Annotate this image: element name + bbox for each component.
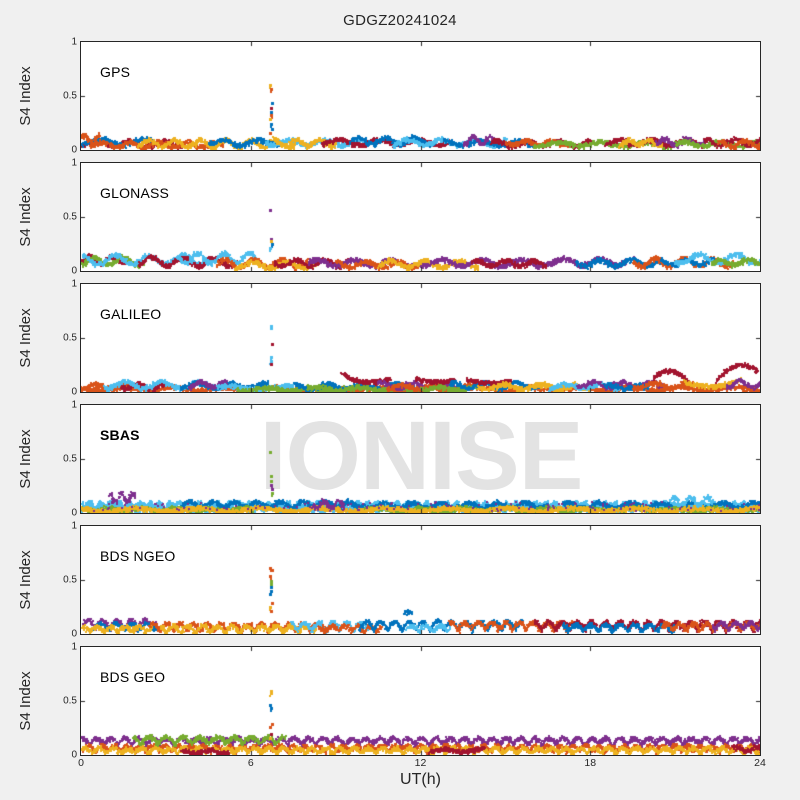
- y-tick-label-bds-ngeo-0: 0: [71, 628, 77, 640]
- y-axis-label-sbas: S4 Index: [17, 429, 34, 489]
- x-tick-label-6: 6: [247, 757, 254, 769]
- y-axis-label-bds-geo: S4 Index: [17, 671, 34, 731]
- scatter-plot-bds-ngeo: [80, 525, 761, 635]
- x-tick-label-18: 18: [584, 757, 597, 769]
- y-tick-label-galileo-0: 0: [71, 386, 77, 398]
- panel-label-galileo: GALILEO: [100, 306, 162, 322]
- panel-label-bds-ngeo: BDS NGEO: [100, 548, 176, 564]
- panel-label-sbas: SBAS: [100, 427, 140, 443]
- x-tick-label-12: 12: [414, 757, 427, 769]
- y-tick-label-glonass-1: 1: [71, 157, 77, 169]
- y-tick-label-bds-geo-0: 0: [71, 749, 77, 761]
- y-tick-label-bds-ngeo-1: 1: [71, 520, 77, 532]
- panel-label-bds-geo: BDS GEO: [100, 669, 166, 685]
- y-tick-label-sbas-0.5: 0.5: [63, 453, 77, 465]
- y-tick-label-gps-1: 1: [71, 36, 77, 48]
- y-tick-label-galileo-1: 1: [71, 278, 77, 290]
- scatter-plot-sbas: [80, 404, 761, 514]
- scatter-plot-bds-geo: [80, 646, 761, 756]
- x-tick-label-24: 24: [754, 757, 766, 769]
- y-axis-label-gps: S4 Index: [17, 66, 34, 126]
- scatter-plot-glonass: [80, 162, 761, 272]
- scatter-plot-gps: [80, 41, 761, 151]
- scatter-plot-galileo: [80, 283, 761, 393]
- panel-label-glonass: GLONASS: [100, 185, 170, 201]
- y-tick-label-bds-geo-0.5: 0.5: [63, 695, 77, 707]
- y-tick-label-glonass-0: 0: [71, 265, 77, 277]
- y-tick-label-bds-geo-1: 1: [71, 641, 77, 653]
- y-tick-label-sbas-1: 1: [71, 399, 77, 411]
- y-tick-label-gps-0.5: 0.5: [63, 90, 77, 102]
- figure-title: GDGZ20241024: [343, 12, 457, 29]
- y-tick-label-gps-0: 0: [71, 144, 77, 156]
- y-tick-label-bds-ngeo-0.5: 0.5: [63, 574, 77, 586]
- y-axis-label-galileo: S4 Index: [17, 308, 34, 368]
- y-tick-label-glonass-0.5: 0.5: [63, 211, 77, 223]
- x-tick-label-0: 0: [78, 757, 84, 769]
- y-tick-label-galileo-0.5: 0.5: [63, 332, 77, 344]
- y-axis-label-glonass: S4 Index: [17, 187, 34, 247]
- x-axis-label: UT(h): [400, 771, 441, 788]
- y-axis-label-bds-ngeo: S4 Index: [17, 550, 34, 610]
- panel-label-gps: GPS: [100, 64, 131, 80]
- y-tick-label-sbas-0: 0: [71, 507, 77, 519]
